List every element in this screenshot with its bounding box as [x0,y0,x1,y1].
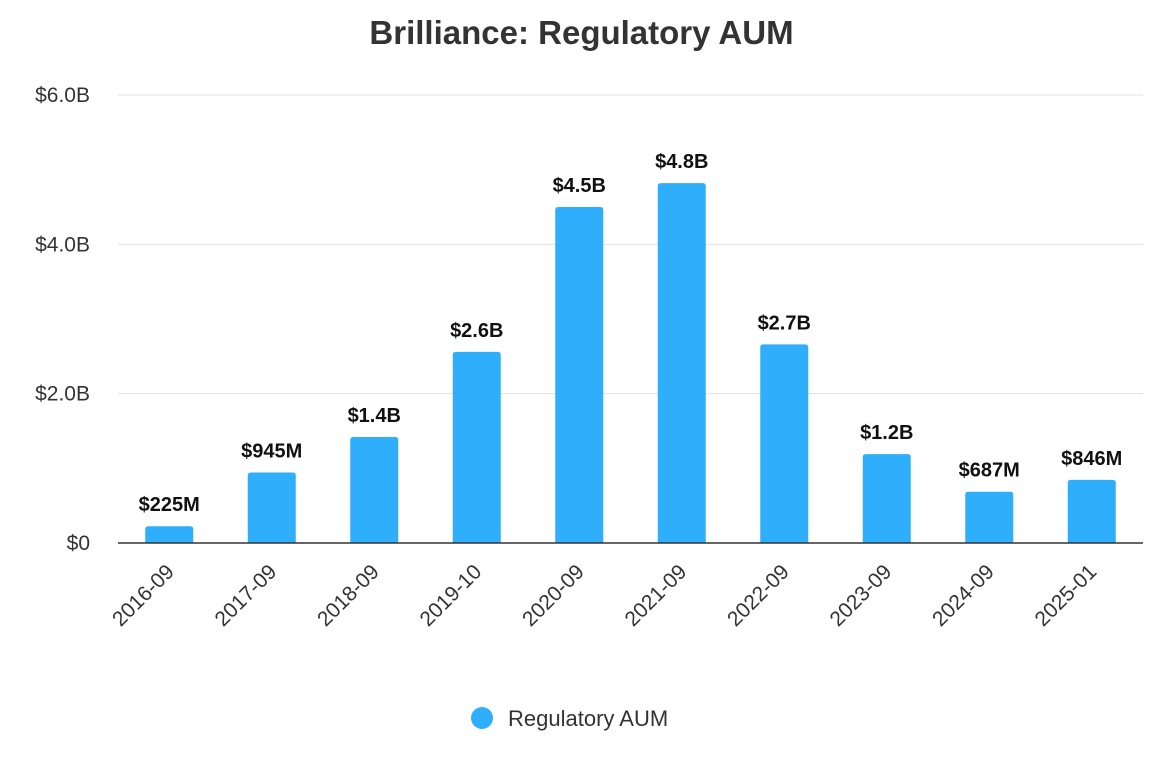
y-tick-label: $6.0B [35,84,90,107]
bar [145,526,194,543]
data-label: $1.4B [348,405,401,427]
legend-label: Regulatory AUM [508,706,668,731]
x-tick-label: 2020-09 [518,560,589,631]
x-tick-label: 2018-09 [313,560,384,631]
y-tick-label: $4.0B [35,233,90,256]
x-tick-label: 2022-09 [723,560,794,631]
y-tick-label: $2.0B [35,383,90,406]
x-tick-label: 2019-10 [416,560,487,631]
data-label: $4.8B [655,151,708,173]
bar [555,207,604,543]
x-tick-label: 2016-09 [108,560,179,631]
data-label: $2.7B [758,312,811,334]
data-label: $1.2B [860,422,913,444]
bar [247,472,296,543]
data-label: $945M [241,440,302,462]
x-tick-label: 2024-09 [928,560,999,631]
x-tick-label: 2017-09 [211,560,282,631]
bar [1067,479,1116,543]
data-label: $846M [1061,448,1122,470]
bar [965,491,1014,543]
data-label: $4.5B [553,175,606,197]
data-label: $2.6B [450,320,503,342]
bar [452,351,501,543]
y-tick-label: $0 [67,532,90,555]
chart-title: Brilliance: Regulatory AUM [369,14,794,51]
data-label: $225M [139,494,200,516]
bar [657,183,706,543]
x-tick-label: 2023-09 [826,560,897,631]
data-label: $687M [959,460,1020,482]
legend-swatch [471,707,493,729]
bar [350,436,399,543]
x-tick-label: 2021-09 [621,560,692,631]
x-tick-label: 2025-01 [1031,560,1102,631]
bar [862,454,911,543]
bar [760,344,809,543]
